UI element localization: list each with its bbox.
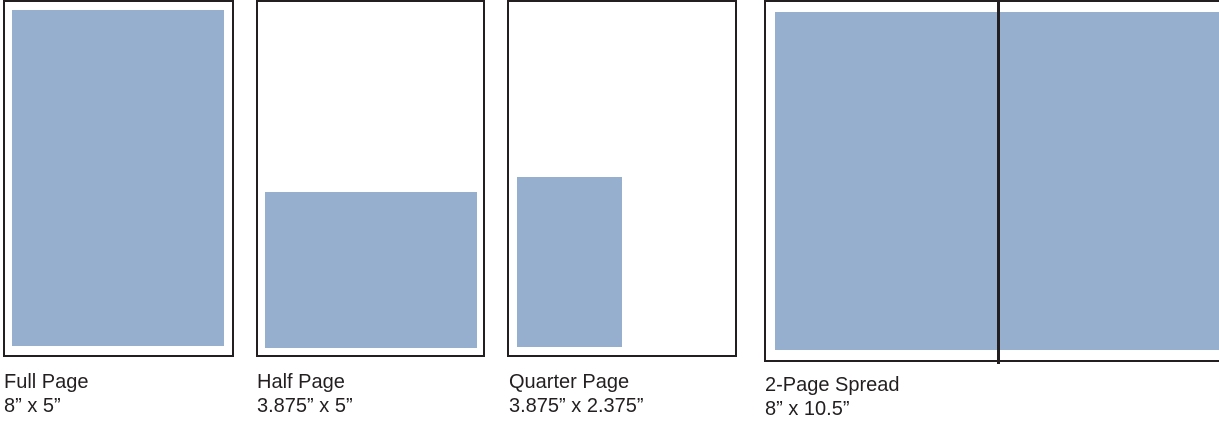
spread-label: 2-Page Spread <box>765 374 900 396</box>
quarter-page-caption: Quarter Page 3.875” x 2.375” <box>509 370 644 418</box>
full-page-label: Full Page <box>4 371 89 393</box>
quarter-page-ad-area <box>517 177 622 347</box>
full-page-ad-area <box>12 10 224 346</box>
half-page-caption: Half Page 3.875” x 5” <box>257 370 353 418</box>
quarter-page-dimensions: 3.875” x 2.375” <box>509 395 644 417</box>
spread-spine-divider <box>997 2 1000 364</box>
full-page-dimensions: 8” x 5” <box>4 395 61 417</box>
half-page-label: Half Page <box>257 371 345 393</box>
quarter-page-label: Quarter Page <box>509 371 630 393</box>
half-page-frame <box>256 0 485 357</box>
spread-frame <box>764 0 1219 364</box>
quarter-page-frame <box>507 0 737 357</box>
full-page-caption: Full Page 8” x 5” <box>4 370 89 418</box>
spread-dimensions: 8” x 10.5” <box>765 398 850 420</box>
spread-caption: 2-Page Spread 8” x 10.5” <box>765 373 900 421</box>
half-page-dimensions: 3.875” x 5” <box>257 395 353 417</box>
full-page-frame <box>3 0 234 357</box>
half-page-ad-area <box>265 192 477 348</box>
